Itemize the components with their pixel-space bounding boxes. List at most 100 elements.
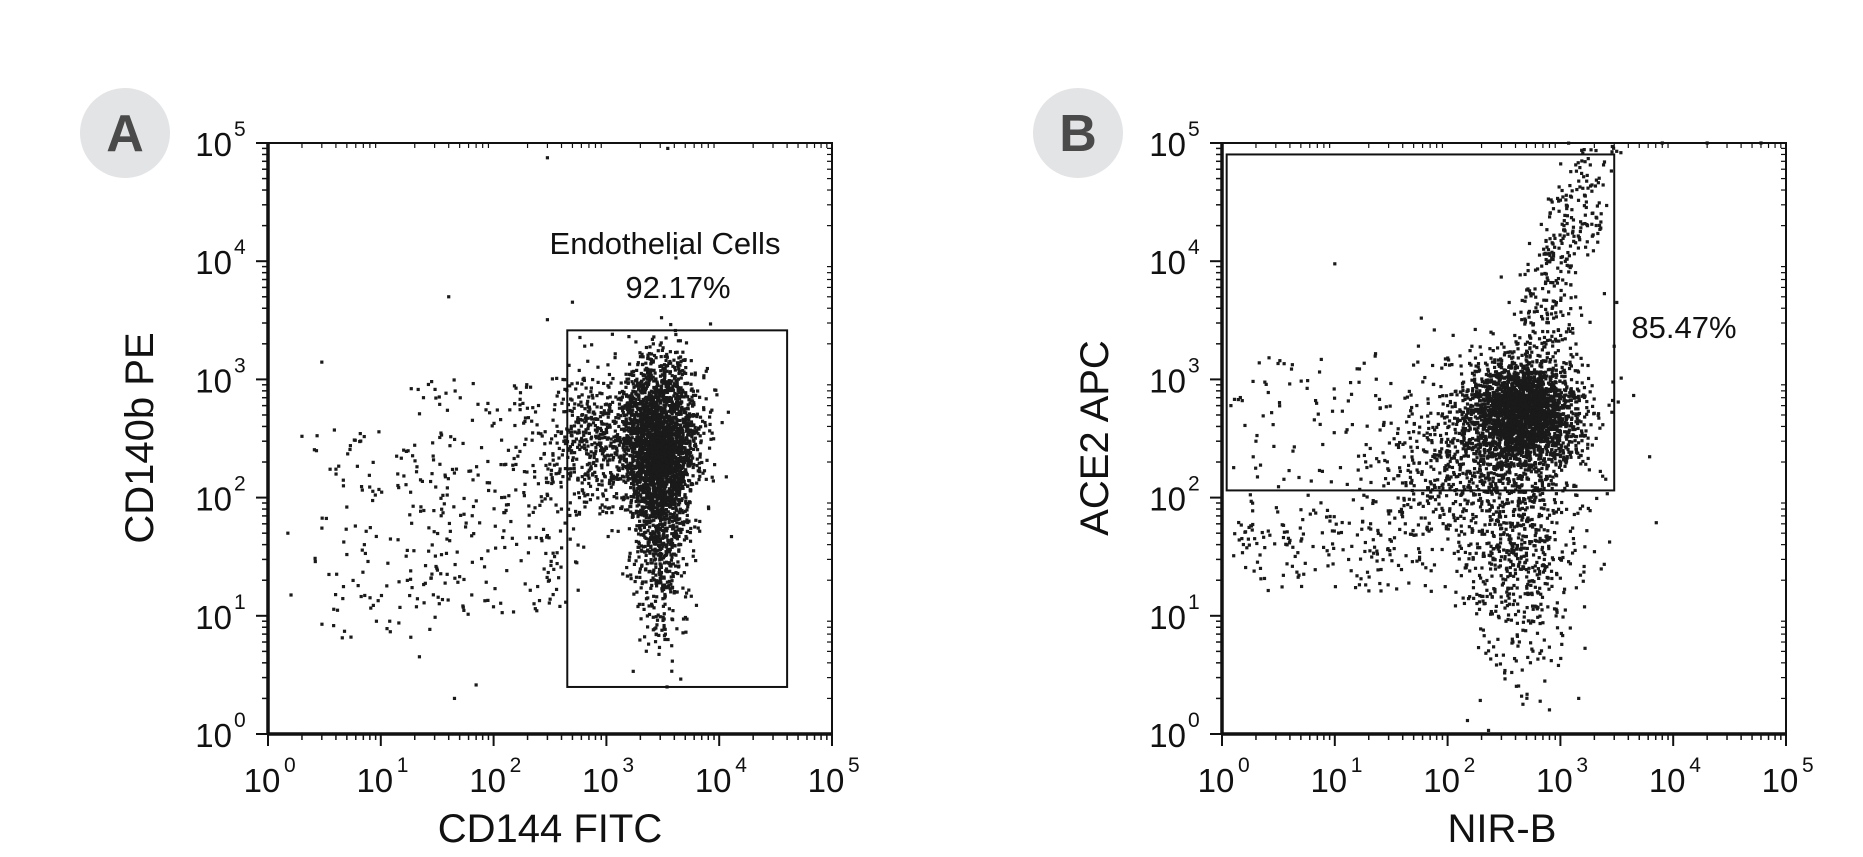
scatter-point [629,498,634,503]
scatter-point [622,479,626,483]
scatter-point [654,524,659,528]
scatter-point [664,430,668,434]
scatter-point [476,402,480,406]
scatter-point [631,442,635,446]
scatter-point [601,422,605,426]
scatter-point [351,578,355,583]
scatter-point [691,393,696,397]
scatter-point [696,426,701,430]
scatter-point [409,387,413,391]
scatter-point [606,534,610,539]
scatter-point [627,429,631,433]
scatter-point [662,508,666,513]
scatter-point [713,463,717,467]
scatter-point [636,394,640,398]
scatter-point [1473,427,1477,431]
scatter-point [648,491,652,495]
scatter-point [659,341,663,345]
scatter-point [1508,456,1513,460]
scatter-point [605,430,609,435]
scatter-point [300,434,304,438]
scatter-point [670,438,674,442]
scatter-point [666,467,671,471]
scatter-point [611,476,616,481]
scatter-point [667,520,671,525]
scatter-point [1569,353,1573,357]
scatter-point [373,493,377,497]
scatter-point [663,454,667,458]
scatter-point [644,580,648,584]
scatter-point [589,390,593,394]
scatter-point [571,458,575,462]
scatter-point [380,490,384,494]
scatter-point [686,403,690,407]
scatter-point [660,505,664,509]
scatter-point [593,441,597,445]
scatter-point [530,419,534,423]
scatter-point [676,361,680,365]
scatter-point [569,449,574,453]
scatter-point [408,513,412,517]
scatter-point [1582,423,1586,427]
scatter-point [642,505,646,510]
scatter-point [441,511,445,515]
scatter-point [1541,370,1546,375]
scatter-point [667,409,671,413]
scatter-point [682,523,686,527]
scatter-point [600,479,604,483]
scatter-point [649,426,653,431]
scatter-point [672,410,676,414]
scatter-point [648,569,652,573]
scatter-point [688,442,692,446]
scatter-point [669,418,673,422]
scatter-point [655,422,659,426]
scatter-point [639,443,643,447]
scatter-point [645,484,649,488]
scatter-point [675,525,679,529]
scatter-point [558,467,562,471]
scatter-point [673,518,677,523]
scatter-point [545,533,550,538]
scatter-point [642,607,646,612]
scatter-point [531,406,535,410]
scatter-point [539,456,543,461]
scatter-point [624,480,628,485]
scatter-point [660,557,664,561]
scatter-point [1598,426,1602,430]
gate-percent-a: 92.17% [625,270,730,305]
scatter-point [576,445,580,449]
scatter-point [518,449,522,454]
scatter-point [698,434,702,438]
scatter-point [611,444,615,449]
scatter-point [363,593,367,598]
scatter-point [653,406,657,410]
scatter-point [656,455,660,459]
scatter-point [586,359,590,363]
scatter-point [639,617,643,621]
scatter-point [675,399,680,403]
scatter-point [615,446,619,451]
scatter-point [534,535,538,540]
scatter-point [659,422,663,426]
scatter-point [629,573,633,577]
scatter-point [628,405,632,410]
scatter-point [655,595,659,599]
scatter-point [493,587,497,591]
scatter-point [661,604,666,608]
scatter-point [681,617,686,621]
scatter-point [689,428,693,433]
scatter-point [648,407,652,411]
scatter-point [1482,438,1486,442]
scatter-point [670,519,674,523]
x-tick-exponent: 2 [510,754,522,777]
scatter-point [634,499,638,504]
scatter-point [637,513,641,517]
scatter-point [586,424,590,428]
scatter-point [600,466,604,470]
scatter-point [661,473,666,477]
scatter-point [665,397,669,402]
scatter-point [617,424,621,429]
scatter-point [553,434,558,438]
scatter-point [358,439,362,444]
scatter-point [640,461,645,465]
